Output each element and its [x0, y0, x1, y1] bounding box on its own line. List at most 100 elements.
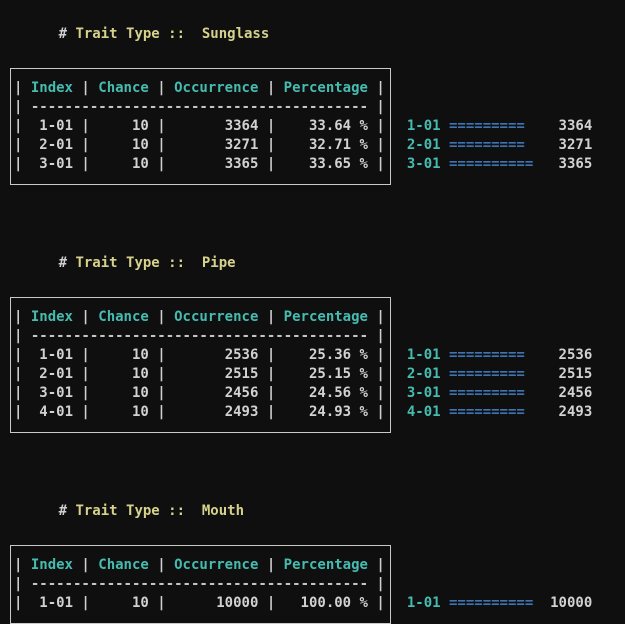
column-header-chance: Chance [98, 80, 149, 96]
cell-percentage: 32.71 % [308, 137, 368, 153]
pipe-separator: | [14, 309, 23, 325]
pipe-separator: | [81, 80, 90, 96]
ascii-bar-chart: 1-01 ========= 3364 2-01 ========= 3271 3-01… [407, 117, 592, 174]
hash-prefix: # [58, 26, 68, 42]
bar-label: 3-01 [406, 156, 441, 172]
cell-percentage: 25.15 % [308, 366, 368, 382]
trait-name: Pipe [201, 255, 236, 271]
trait-section-mouth: # Trait Type :: Mouth | Index | Chance | Occurr… [8, 483, 625, 624]
table-and-bars: | Index | Chance | Occurrence | Percentage | | --… [8, 297, 625, 433]
bar-row: 1-01 ========= 2536 [407, 346, 592, 365]
trait-type-label: Trait Type :: [75, 255, 186, 271]
table-row: | 4-01 | 10 | 2493 | 24.93 % | [14, 403, 385, 422]
pipe-separator: | [14, 385, 23, 401]
pipe-separator: | [157, 118, 166, 134]
pipe-separator: | [81, 137, 90, 153]
pipe-separator: | [266, 366, 276, 382]
bar-count: 2493 [558, 404, 593, 420]
column-header-occurrence: Occurrence [174, 557, 259, 573]
column-header-index: Index [30, 309, 73, 325]
pipe-separator: | [266, 557, 276, 573]
cell-chance: 10 [131, 385, 149, 401]
cell-index: 1-01 [39, 347, 73, 363]
pipe-separator: | [376, 347, 385, 363]
trait-section-pipe: # Trait Type :: Pipe | Index | Chance | Occurre… [8, 235, 625, 433]
bar-label: 3-01 [406, 385, 441, 401]
pipe-separator: | [376, 137, 385, 153]
table-and-bars: | Index | Chance | Occurrence | Percentage | | --… [8, 68, 625, 185]
cell-occurrence: 2493 [224, 404, 259, 420]
pipe-separator: | [266, 156, 276, 172]
hash-prefix: # [58, 503, 68, 519]
pipe-separator: | [376, 309, 385, 325]
pipe-separator: | [81, 118, 90, 134]
pipe-separator: | [376, 595, 385, 611]
table-row: | 3-01 | 10 | 2456 | 24.56 % | [14, 384, 385, 403]
pipe-separator: | [157, 595, 166, 611]
cell-percentage: 24.93 % [308, 404, 368, 420]
trait-type-label: Trait Type :: [75, 503, 186, 519]
column-header-index: Index [30, 557, 73, 573]
bar-row: 3-01 ========= 2456 [407, 384, 592, 403]
cell-occurrence: 2536 [224, 347, 259, 363]
bar-row: 1-01 ========== 10000 [407, 594, 592, 613]
cell-index: 2-01 [39, 366, 73, 382]
pipe-separator: | [266, 118, 276, 134]
cell-chance: 10 [131, 366, 149, 382]
table-row: | 2-01 | 10 | 3271 | 32.71 % | [14, 136, 385, 155]
ascii-bar-chart: 1-01 ========== 10000 [407, 594, 592, 613]
pipe-separator: | [14, 576, 23, 592]
trait-name: Mouth [201, 503, 245, 519]
pipe-separator: | [157, 156, 166, 172]
bar-label: 4-01 [406, 404, 441, 420]
pipe-separator: | [14, 328, 23, 344]
trait-title: # Trait Type :: Sunglass [8, 6, 625, 63]
pipe-separator: | [266, 80, 276, 96]
header-separator-row: | ---------------------------------------… [14, 327, 385, 346]
pipe-separator: | [376, 328, 385, 344]
cell-chance: 10 [131, 404, 149, 420]
cell-percentage: 24.56 % [308, 385, 368, 401]
trait-section-sunglass: # Trait Type :: Sunglass | Index | Chance | Occ… [8, 6, 625, 185]
cell-chance: 10 [131, 137, 149, 153]
pipe-separator: | [376, 99, 385, 115]
pipe-separator: | [376, 557, 385, 573]
pipe-separator: | [157, 557, 166, 573]
pipe-separator: | [157, 404, 166, 420]
trait-table: | Index | Chance | Occurrence | Percentage | | --… [10, 68, 391, 185]
bar-count: 2456 [558, 385, 593, 401]
bar-row: 2-01 ========= 2515 [407, 365, 592, 384]
dash-rule: ---------------------------------------- [30, 328, 368, 344]
pipe-separator: | [157, 347, 166, 363]
pipe-separator: | [157, 309, 166, 325]
bar-count: 3271 [558, 137, 593, 153]
header-separator-row: | ---------------------------------------… [14, 575, 385, 594]
pipe-separator: | [14, 366, 23, 382]
pipe-separator: | [157, 385, 166, 401]
ascii-bar-chart: 1-01 ========= 2536 2-01 ========= 2515 3-01… [407, 346, 592, 422]
pipe-separator: | [81, 347, 90, 363]
dash-rule: ---------------------------------------- [30, 99, 368, 115]
column-header-percentage: Percentage [283, 80, 368, 96]
pipe-separator: | [81, 156, 90, 172]
pipe-separator: | [81, 595, 90, 611]
column-header-occurrence: Occurrence [174, 309, 259, 325]
table-row: | 1-01 | 10 | 3364 | 33.64 % | [14, 117, 385, 136]
pipe-separator: | [14, 80, 23, 96]
dash-rule: ---------------------------------------- [30, 576, 368, 592]
pipe-separator: | [266, 309, 276, 325]
bar-label: 1-01 [406, 347, 441, 363]
cell-index: 2-01 [39, 137, 73, 153]
pipe-separator: | [266, 347, 276, 363]
cell-index: 4-01 [39, 404, 73, 420]
cell-occurrence: 3365 [224, 156, 259, 172]
pipe-separator: | [376, 118, 385, 134]
pipe-separator: | [376, 404, 385, 420]
cell-index: 3-01 [39, 156, 73, 172]
table-row: | 3-01 | 10 | 3365 | 33.65 % | [14, 155, 385, 174]
table-header-row: | Index | Chance | Occurrence | Percentage | [14, 79, 385, 98]
cell-index: 1-01 [39, 595, 73, 611]
column-header-chance: Chance [98, 557, 149, 573]
bar-count: 2515 [558, 366, 593, 382]
column-header-chance: Chance [98, 309, 149, 325]
